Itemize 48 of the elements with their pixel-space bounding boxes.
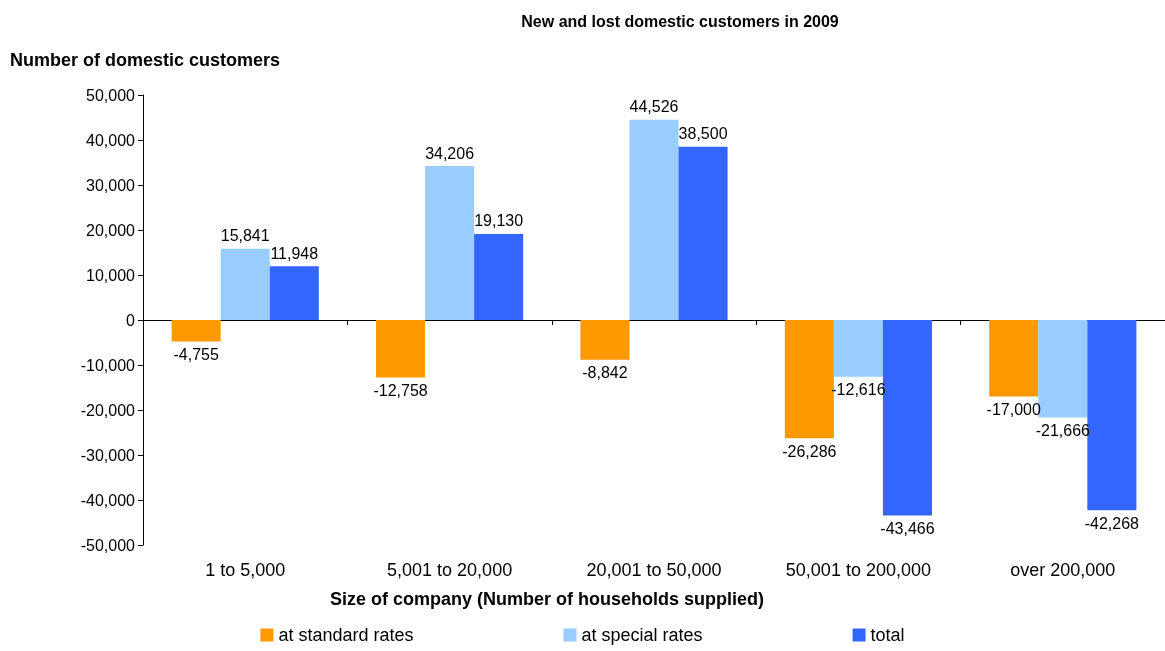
bar — [1087, 320, 1137, 511]
x-tick-label: over 200,000 — [1010, 560, 1116, 580]
data-label: -42,268 — [1084, 514, 1140, 532]
bar — [784, 320, 834, 439]
data-label: 15,841 — [220, 227, 270, 245]
bar — [171, 320, 221, 342]
bar — [833, 320, 883, 377]
y-tick-label: -40,000 — [80, 491, 136, 509]
bar — [474, 233, 524, 320]
bar — [580, 320, 630, 360]
legend-label: at standard rates — [278, 625, 414, 645]
bar — [989, 320, 1039, 397]
y-tick-label: 40,000 — [86, 131, 136, 149]
y-tick-label: -30,000 — [80, 446, 136, 464]
y-tick-label: 30,000 — [86, 176, 136, 194]
x-tick-label: 5,001 to 20,000 — [387, 560, 513, 580]
bar — [220, 248, 270, 320]
y-tick-label: -20,000 — [80, 401, 136, 419]
data-label: 19,130 — [474, 212, 524, 230]
data-label: -8,842 — [582, 364, 628, 382]
data-label: -4,755 — [173, 345, 219, 363]
bar — [678, 146, 728, 320]
y-tick-label: 20,000 — [86, 221, 136, 239]
data-label: -26,286 — [782, 442, 837, 460]
y-tick-label: 10,000 — [86, 266, 136, 284]
legend-label: total — [870, 625, 905, 645]
y-tick-label: 50,000 — [86, 86, 136, 104]
y-tick-label: -10,000 — [80, 356, 136, 374]
legend-label: at special rates — [581, 625, 703, 645]
x-tick-label: 1 to 5,000 — [205, 560, 286, 580]
data-label: 38,500 — [678, 125, 728, 143]
data-label: -17,000 — [986, 401, 1041, 418]
bar — [629, 119, 679, 320]
y-axis-title: Number of domestic customers — [10, 50, 281, 70]
data-label: -12,758 — [373, 381, 428, 399]
y-tick-label: -50,000 — [80, 536, 136, 554]
data-label: 34,206 — [425, 144, 475, 162]
bar — [425, 166, 475, 320]
bar — [269, 266, 319, 320]
x-axis-title: Size of company (Number of households supplied) — [330, 589, 765, 609]
y-tick-label: 0 — [126, 311, 136, 329]
data-label: 11,948 — [270, 244, 319, 262]
data-label: -43,466 — [880, 520, 935, 538]
x-tick-label: 20,001 to 50,000 — [586, 560, 722, 580]
data-label: 44,526 — [629, 98, 679, 116]
bar — [376, 320, 426, 378]
chart-title: New and lost domestic customers in 2009 — [521, 12, 839, 30]
x-tick-label: 50,001 to 200,000 — [785, 560, 931, 580]
